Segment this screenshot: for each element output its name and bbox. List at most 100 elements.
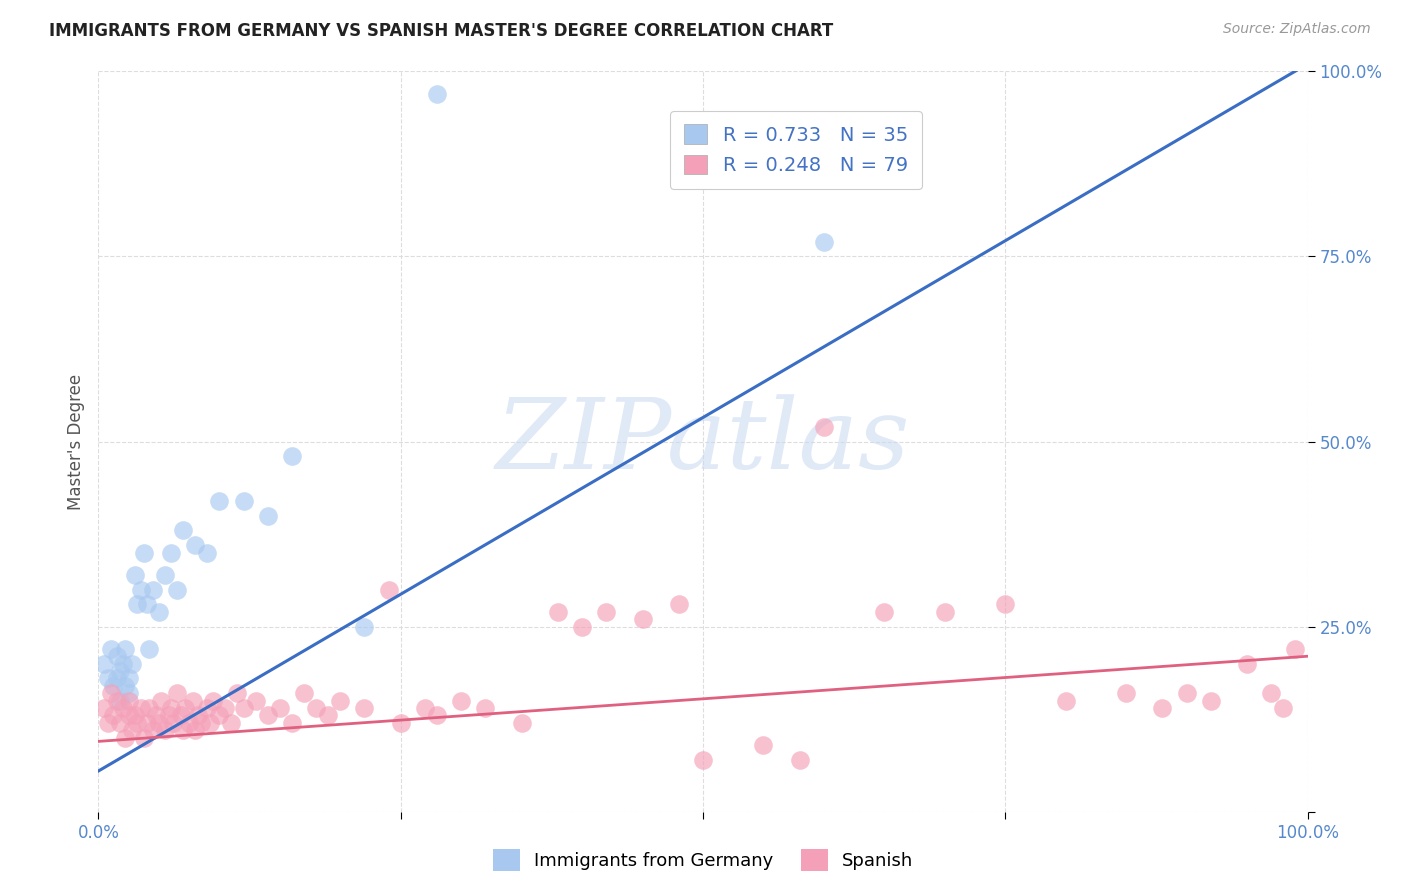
Point: [281, 715, 304, 730]
Point: [184, 538, 207, 552]
Point: [281, 450, 304, 464]
Point: [138, 641, 160, 656]
Point: [329, 694, 352, 708]
Point: [105, 672, 128, 686]
Point: [474, 701, 496, 715]
Point: [124, 567, 146, 582]
Point: [105, 649, 128, 664]
Point: [353, 701, 375, 715]
Point: [184, 723, 207, 738]
Point: [1284, 641, 1306, 656]
Point: [873, 605, 896, 619]
Point: [129, 701, 152, 715]
Point: [692, 753, 714, 767]
Point: [232, 493, 254, 508]
Point: [142, 723, 165, 738]
Point: [1175, 686, 1198, 700]
Point: [595, 605, 617, 619]
Point: [134, 731, 156, 745]
Point: [752, 738, 775, 752]
Point: [305, 701, 328, 715]
Point: [118, 694, 141, 708]
Point: [571, 619, 593, 633]
Point: [118, 686, 141, 700]
Point: [129, 582, 152, 597]
Point: [108, 664, 131, 678]
Point: [153, 723, 176, 738]
Point: [1236, 657, 1258, 671]
Point: [162, 715, 184, 730]
Point: [208, 708, 231, 723]
Point: [150, 694, 173, 708]
Point: [135, 715, 157, 730]
Point: [101, 708, 124, 723]
Point: [789, 753, 811, 767]
Point: [145, 708, 167, 723]
Point: [160, 701, 183, 715]
Point: [214, 701, 236, 715]
Point: [97, 672, 120, 686]
Point: [135, 598, 157, 612]
Point: [292, 686, 315, 700]
Point: [426, 87, 449, 101]
Point: [121, 657, 143, 671]
Point: [269, 701, 291, 715]
Point: [547, 605, 569, 619]
Point: [142, 582, 165, 597]
Point: [389, 715, 412, 730]
Point: [108, 715, 131, 730]
Point: [202, 694, 225, 708]
Point: [353, 619, 375, 633]
Text: IMMIGRANTS FROM GERMANY VS SPANISH MASTER'S DEGREE CORRELATION CHART: IMMIGRANTS FROM GERMANY VS SPANISH MASTE…: [49, 22, 834, 40]
Point: [195, 701, 218, 715]
Point: [172, 723, 194, 738]
Point: [127, 715, 149, 730]
Point: [114, 731, 136, 745]
Point: [148, 715, 170, 730]
Point: [1272, 701, 1295, 715]
Point: [198, 715, 221, 730]
Point: [631, 612, 654, 626]
Point: [813, 419, 835, 434]
Point: [111, 657, 134, 671]
Point: [377, 582, 399, 597]
Point: [245, 694, 267, 708]
Point: [108, 694, 131, 708]
Point: [426, 708, 449, 723]
Point: [413, 701, 436, 715]
Legend: R = 0.733   N = 35, R = 0.248   N = 79: R = 0.733 N = 35, R = 0.248 N = 79: [671, 111, 922, 189]
Point: [121, 723, 143, 738]
Point: [187, 708, 209, 723]
Point: [134, 546, 156, 560]
Text: Source: ZipAtlas.com: Source: ZipAtlas.com: [1223, 22, 1371, 37]
Point: [1054, 694, 1077, 708]
Point: [148, 605, 170, 619]
Point: [221, 715, 243, 730]
Point: [226, 686, 249, 700]
Point: [127, 598, 149, 612]
Point: [114, 641, 136, 656]
Point: [114, 679, 136, 693]
Point: [195, 546, 218, 560]
Point: [118, 672, 141, 686]
Point: [138, 701, 160, 715]
Point: [232, 701, 254, 715]
Point: [101, 679, 124, 693]
Point: [994, 598, 1017, 612]
Point: [100, 686, 122, 700]
Point: [157, 708, 180, 723]
Point: [124, 708, 146, 723]
Point: [316, 708, 339, 723]
Point: [111, 701, 134, 715]
Text: ZIPatlas: ZIPatlas: [496, 394, 910, 489]
Point: [256, 708, 278, 723]
Point: [93, 701, 115, 715]
Point: [1152, 701, 1174, 715]
Point: [190, 715, 212, 730]
Point: [169, 708, 191, 723]
Point: [100, 641, 122, 656]
Point: [256, 508, 278, 523]
Point: [166, 686, 188, 700]
Legend: Immigrants from Germany, Spanish: Immigrants from Germany, Spanish: [485, 842, 921, 879]
Point: [668, 598, 690, 612]
